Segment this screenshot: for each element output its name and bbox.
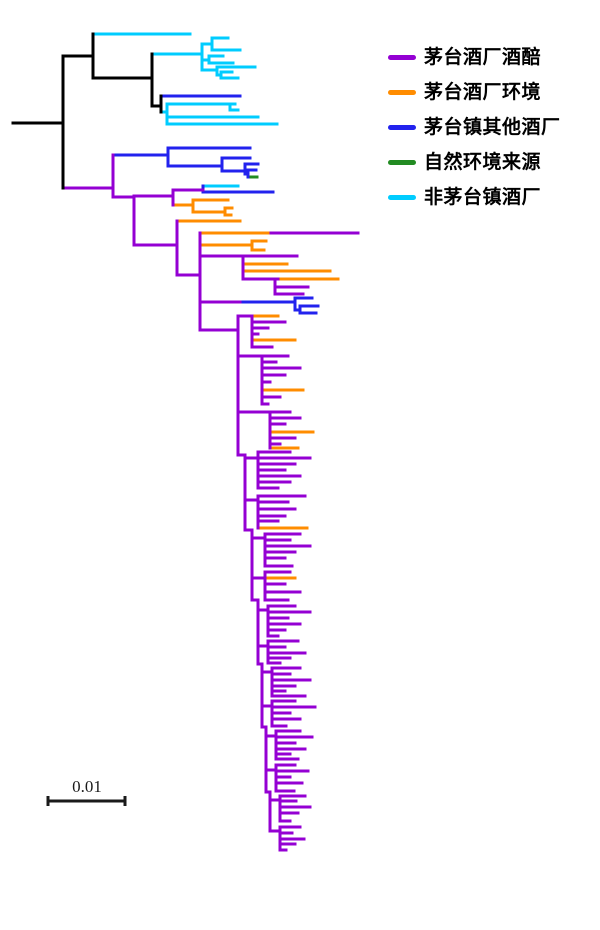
legend-swatch-purple-icon xyxy=(388,54,416,60)
scale-bar-label: 0.01 xyxy=(72,777,102,796)
legend-item-natural-source: 自然环境来源 xyxy=(388,152,561,172)
scale-bar: 0.01 xyxy=(46,777,127,806)
legend-swatch-cyan-icon xyxy=(388,194,416,200)
legend-item-environment: 茅台酒厂环境 xyxy=(388,82,561,102)
legend: 茅台酒厂酒醅 茅台酒厂环境 茅台镇其他酒厂 自然环境来源 非茅台镇酒厂 xyxy=(388,47,561,222)
legend-item-label: 非茅台镇酒厂 xyxy=(424,185,542,208)
legend-item-label: 茅台镇其他酒厂 xyxy=(424,115,561,138)
legend-item-non-maotai-town: 非茅台镇酒厂 xyxy=(388,187,561,207)
legend-item-jiupei: 茅台酒厂酒醅 xyxy=(388,47,561,67)
legend-swatch-blue-icon xyxy=(388,124,416,130)
legend-item-label: 茅台酒厂环境 xyxy=(424,80,542,103)
legend-swatch-green-icon xyxy=(388,159,416,165)
legend-swatch-orange-icon xyxy=(388,89,416,95)
legend-item-other-distilleries: 茅台镇其他酒厂 xyxy=(388,117,561,137)
legend-item-label: 茅台酒厂酒醅 xyxy=(424,45,542,68)
legend-item-label: 自然环境来源 xyxy=(424,150,542,173)
